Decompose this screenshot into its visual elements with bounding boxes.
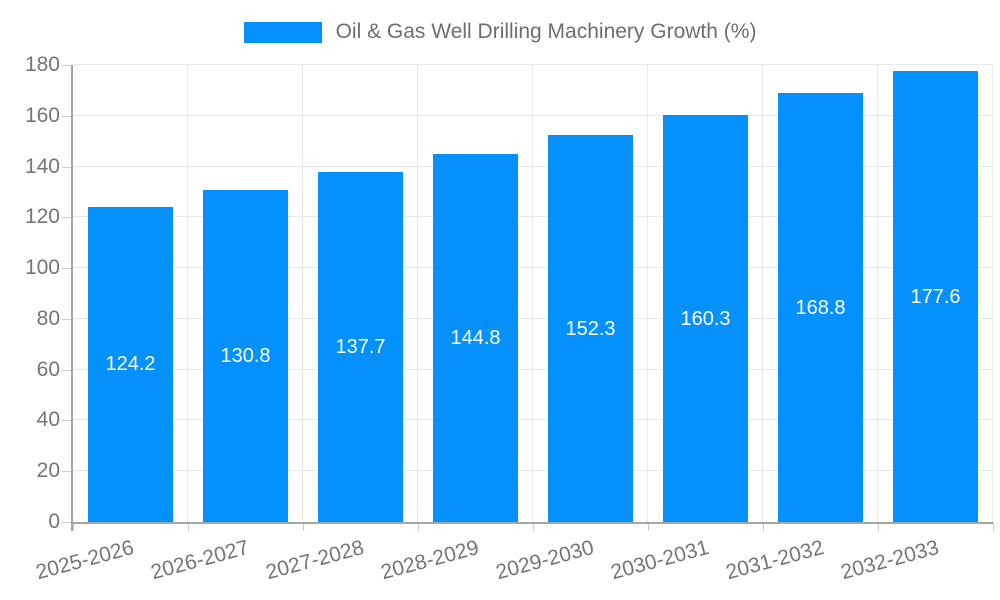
y-axis-tick-label: 120	[24, 205, 60, 229]
y-axis-tick	[62, 217, 73, 219]
y-axis-tick	[62, 268, 73, 270]
x-axis-tick	[878, 522, 879, 531]
x-axis-category-label: 2031-2032	[723, 536, 827, 585]
x-axis-line	[73, 522, 993, 524]
legend-swatch-icon	[243, 21, 322, 43]
bar-value-label: 137.7	[335, 336, 386, 359]
x-axis-tick	[993, 522, 994, 531]
y-axis-tick	[62, 115, 73, 117]
y-axis-tick	[62, 471, 73, 473]
y-gridline	[73, 114, 993, 116]
y-axis-line	[71, 65, 73, 531]
plot-area: 0 20 40 60 80 100 120 140 160 180 124.2 130.8 137.7 1…	[25, 53, 994, 584]
y-axis-tick-label: 180	[24, 53, 60, 76]
bar-value-label: 124.2	[105, 353, 156, 376]
y-axis-tick-label: 60	[36, 357, 60, 381]
x-axis-category-label: 2027-2028	[263, 536, 367, 585]
y-axis-tick	[62, 522, 73, 523]
y-gridline	[73, 419, 993, 421]
y-gridline	[73, 470, 993, 472]
y-axis-tick-label: 0	[48, 510, 60, 533]
x-gridline	[302, 65, 303, 522]
x-axis-category-label: 2025-2026	[33, 536, 137, 585]
y-axis-tick	[62, 369, 73, 371]
y-axis-tick	[62, 65, 73, 66]
legend[interactable]: Oil & Gas Well Drilling Machinery Growth…	[0, 20, 1000, 44]
y-axis-tick-label: 20	[36, 459, 60, 483]
x-gridline	[417, 65, 418, 522]
x-axis-category-label: 2032-2033	[838, 536, 942, 585]
bar[interactable]	[663, 115, 748, 522]
x-axis-category-label: 2026-2027	[148, 536, 252, 585]
y-gridline	[73, 317, 993, 319]
x-gridline	[877, 65, 878, 522]
x-gridline	[762, 65, 763, 522]
x-gridline	[992, 65, 993, 522]
y-gridline	[73, 64, 993, 65]
x-axis-tick	[188, 522, 189, 531]
legend-label: Oil & Gas Well Drilling Machinery Growth…	[335, 20, 757, 43]
y-gridline	[73, 165, 993, 167]
x-axis-category-label: 2030-2031	[608, 536, 712, 585]
x-gridline	[187, 65, 188, 522]
bar[interactable]	[318, 172, 403, 522]
bar[interactable]	[88, 206, 173, 522]
y-axis-tick	[62, 420, 73, 422]
bar-value-label: 160.3	[680, 307, 731, 330]
y-gridline	[73, 267, 993, 269]
y-axis-tick-label: 80	[36, 306, 60, 330]
y-axis-tick	[62, 166, 73, 168]
bar[interactable]	[433, 154, 518, 522]
y-axis-tick-label: 100	[24, 256, 60, 280]
bar-value-label: 152.3	[565, 317, 616, 340]
y-gridline	[73, 368, 993, 370]
y-axis-tick	[62, 318, 73, 320]
bar[interactable]	[548, 135, 633, 522]
bar-value-label: 177.6	[910, 285, 961, 308]
x-gridline	[532, 65, 533, 522]
x-axis-tick	[418, 522, 419, 531]
x-axis-tick	[648, 522, 649, 531]
y-axis-tick-label: 40	[36, 408, 60, 432]
y-axis-tick-label: 140	[24, 154, 60, 178]
bar[interactable]	[778, 93, 863, 522]
x-axis-tick	[763, 522, 764, 531]
bar-value-label: 144.8	[450, 327, 501, 350]
bar[interactable]	[893, 71, 978, 522]
x-axis-tick	[73, 522, 74, 531]
x-axis-tick	[303, 522, 304, 531]
x-axis-category-label: 2029-2030	[493, 536, 597, 585]
x-axis-tick	[533, 522, 534, 531]
bar[interactable]	[203, 189, 288, 522]
x-gridline	[647, 65, 648, 522]
bar-value-label: 130.8	[220, 344, 271, 367]
x-axis-category-label: 2028-2029	[378, 536, 482, 585]
bar-value-label: 168.8	[795, 296, 846, 319]
y-gridline	[73, 216, 993, 218]
y-axis-tick-label: 160	[24, 103, 60, 127]
